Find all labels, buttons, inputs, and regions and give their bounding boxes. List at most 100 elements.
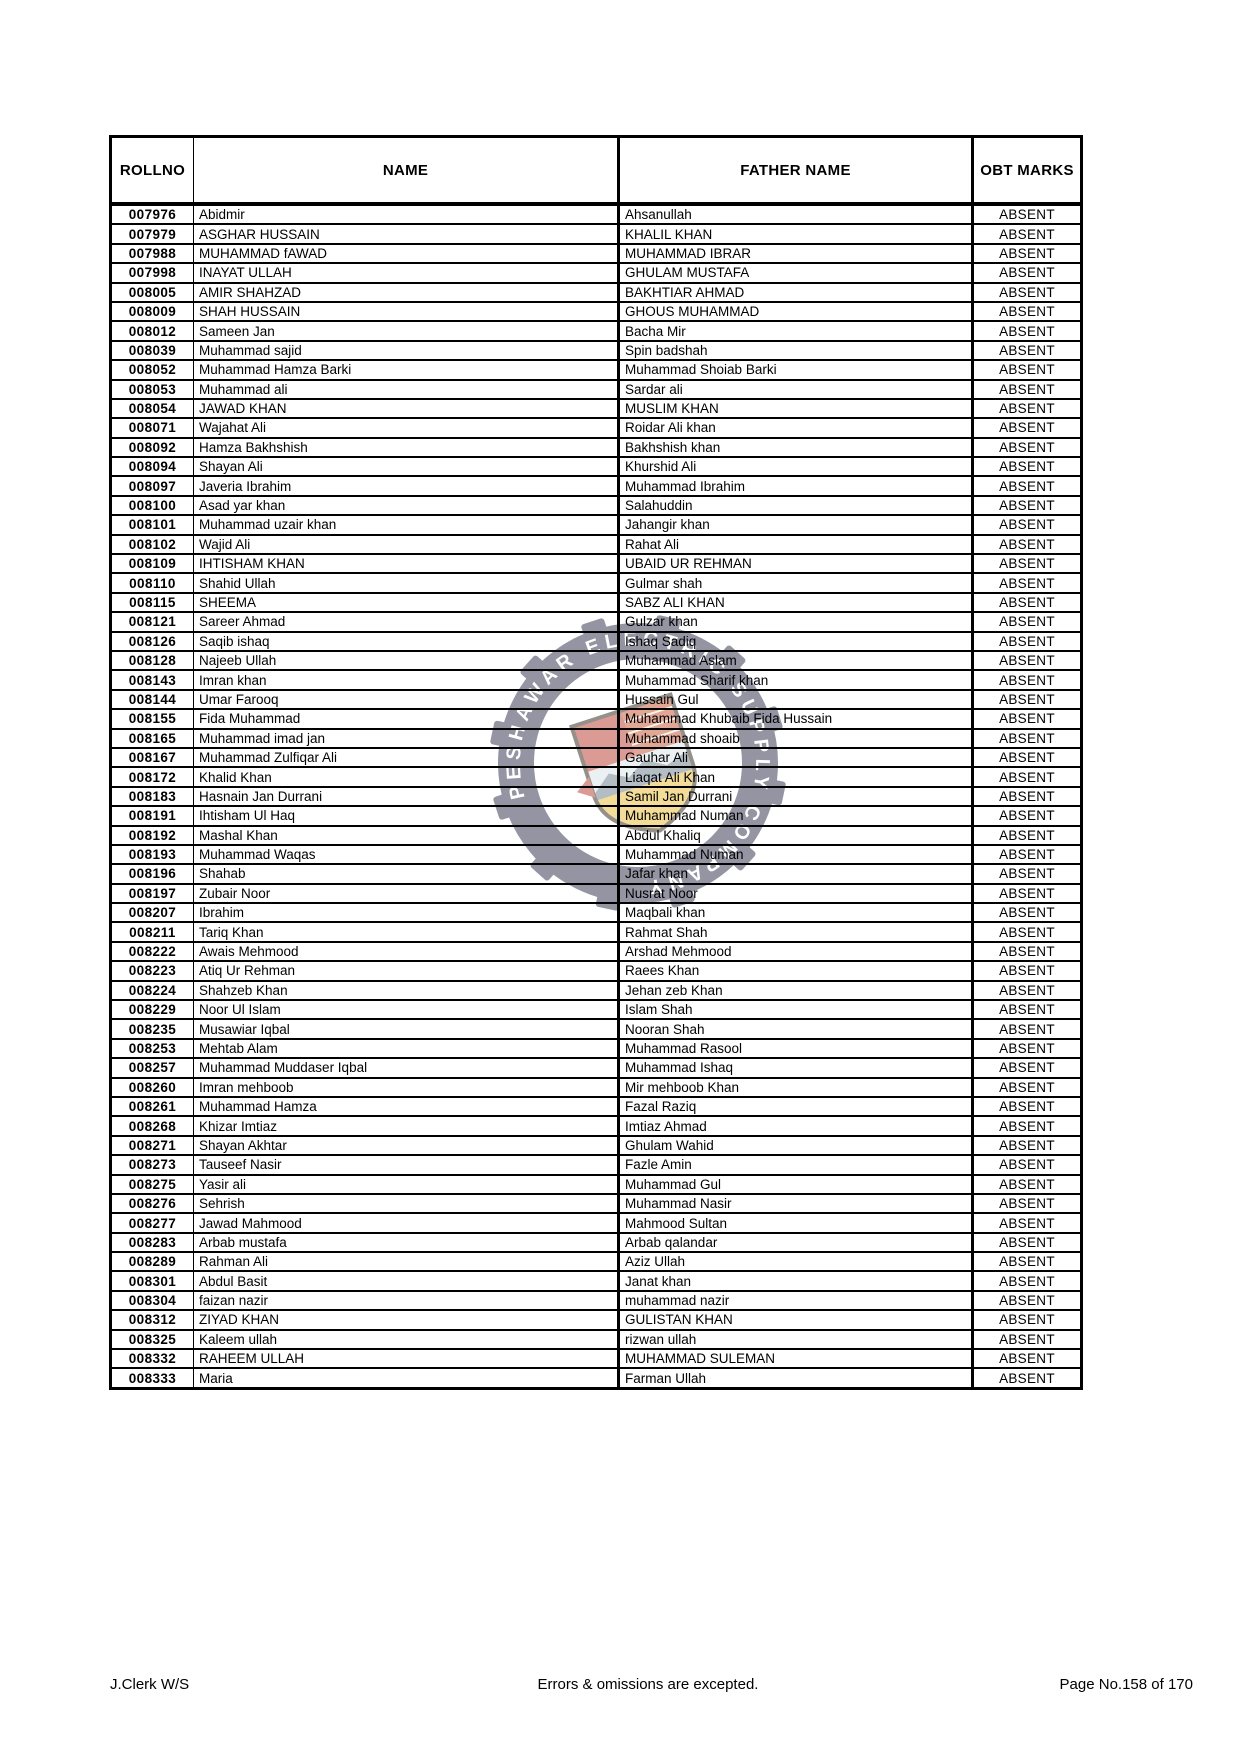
marks-cell: ABSENT <box>971 1212 1082 1233</box>
table-row: 008222 Awais Mehmood Arshad Mehmood ABSENT <box>110 940 1082 962</box>
table-row: 008167 Muhammad Zulfiqar Ali Gauhar Ali ABS… <box>110 746 1082 768</box>
name-cell: MUHAMMAD fAWAD <box>193 242 619 264</box>
rollno-cell: 008039 <box>110 339 194 361</box>
marks-cell: ABSENT <box>971 359 1082 380</box>
father-name-cell: MUHAMMAD SULEMAN <box>617 1348 973 1369</box>
rollno-cell: 008126 <box>110 630 194 651</box>
father-name-cell: Janat khan <box>617 1270 973 1291</box>
table-row: 008268 Khizar Imtiaz Imtiaz Ahmad ABSENT <box>110 1115 1082 1136</box>
name-cell: Mehtab Alam <box>193 1037 619 1059</box>
table-row: 008224 Shahzeb Khan Jehan zeb Khan ABSENT <box>110 979 1082 1001</box>
rollno-cell: 008100 <box>110 494 194 516</box>
footer-page-number: Page No.158 of 170 <box>1059 1676 1193 1693</box>
name-cell: SHAH HUSSAIN <box>193 300 619 322</box>
marks-cell: ABSENT <box>971 863 1082 884</box>
rollno-cell: 008211 <box>110 921 194 942</box>
rollno-cell: 008052 <box>110 359 194 380</box>
marks-cell: ABSENT <box>971 1057 1082 1078</box>
father-name-cell: KHALIL KHAN <box>617 223 973 244</box>
father-name-cell: Arbab qalandar <box>617 1231 973 1253</box>
table-row: 008101 Muhammad uzair khan Jahangir khan AB… <box>110 514 1082 535</box>
father-name-cell: Abdul Khaliq <box>617 824 973 845</box>
father-name-cell: Liaqat Ali Khan <box>617 766 973 787</box>
rollno-cell: 008223 <box>110 960 194 981</box>
rollno-cell: 008128 <box>110 649 194 671</box>
table-row: 008253 Mehtab Alam Muhammad Rasool ABSENT <box>110 1037 1082 1059</box>
name-cell: Shahab <box>193 863 619 884</box>
results-table: ROLLNO NAME FATHER NAME OBT MARKS 007976… <box>109 135 1083 1390</box>
marks-cell: ABSENT <box>971 262 1082 283</box>
rollno-cell: 008271 <box>110 1134 194 1156</box>
name-cell: Imran mehboob <box>193 1076 619 1097</box>
father-name-cell: Maqbali khan <box>617 902 973 923</box>
name-cell: faizan nazir <box>193 1289 619 1311</box>
table-row: 008039 Muhammad sajid Spin badshah ABSENT <box>110 339 1082 361</box>
father-name-cell: MUHAMMAD IBRAR <box>617 242 973 264</box>
table-row: 008144 Umar Farooq Hussain Gul ABSENT <box>110 688 1082 710</box>
father-name-cell: Muhammad Numan <box>617 843 973 865</box>
father-name-cell: Nooran Shah <box>617 1018 973 1039</box>
rollno-cell: 008192 <box>110 824 194 845</box>
table-row: 008143 Imran khan Muhammad Sharif khan ABSE… <box>110 669 1082 690</box>
rollno-cell: 008332 <box>110 1348 194 1369</box>
marks-cell: ABSENT <box>971 1289 1082 1311</box>
father-name-cell: Sardar ali <box>617 378 973 399</box>
marks-cell: ABSENT <box>971 475 1082 496</box>
table-row: 008260 Imran mehboob Mir mehboob Khan ABSEN… <box>110 1076 1082 1097</box>
rollno-cell: 008009 <box>110 300 194 322</box>
marks-cell: ABSENT <box>971 339 1082 361</box>
name-cell: Imran khan <box>193 669 619 690</box>
footer-clerk-label: J.Clerk W/S <box>110 1676 190 1693</box>
marks-cell: ABSENT <box>971 902 1082 923</box>
name-cell: Muhammad Muddaser Iqbal <box>193 1057 619 1078</box>
name-cell: Sameen Jan <box>193 320 619 341</box>
father-name-cell: Fazal Raziq <box>617 1095 973 1117</box>
table-row: 008115 SHEEMA SABZ ALI KHAN ABSENT <box>110 591 1082 613</box>
table-row: 008183 Hasnain Jan Durrani Samil Jan Durra… <box>110 785 1082 807</box>
rollno-cell: 008275 <box>110 1173 194 1194</box>
rollno-cell: 008094 <box>110 456 194 477</box>
table-row: 008009 SHAH HUSSAIN GHOUS MUHAMMAD ABSENT <box>110 300 1082 322</box>
rollno-cell: 008143 <box>110 669 194 690</box>
father-name-cell: Salahuddin <box>617 494 973 516</box>
col-header-obt-marks: OBT MARKS <box>971 136 1082 206</box>
table-row: 008071 Wajahat Ali Roidar Ali khan ABSENT <box>110 417 1082 438</box>
father-name-cell: Mir mehboob Khan <box>617 1076 973 1097</box>
rollno-cell: 008071 <box>110 417 194 438</box>
name-cell: Sareer Ahmad <box>193 611 619 632</box>
rollno-cell: 008102 <box>110 533 194 555</box>
father-name-cell: Muhammad Sharif khan <box>617 669 973 690</box>
rollno-cell: 008196 <box>110 863 194 884</box>
results-table-body: 007976 Abidmir Ahsanullah ABSENT 007979 ASGHA… <box>110 202 1082 1389</box>
table-row: 008054 JAWAD KHAN MUSLIM KHAN ABSENT <box>110 397 1082 419</box>
table-row: 008110 Shahid Ullah Gulmar shah ABSENT <box>110 572 1082 593</box>
marks-cell: ABSENT <box>971 572 1082 593</box>
name-cell: Arbab mustafa <box>193 1231 619 1253</box>
table-row: 008273 Tauseef Nasir Fazle Amin ABSENT <box>110 1154 1082 1175</box>
table-row: 008128 Najeeb Ullah Muhammad Aslam ABSENT <box>110 649 1082 671</box>
rollno-cell: 008268 <box>110 1115 194 1136</box>
name-cell: Mashal Khan <box>193 824 619 845</box>
page-footer: J.Clerk W/S Errors & omissions are excep… <box>0 1676 1240 1698</box>
table-row: 008005 AMIR SHAHZAD BAKHTIAR AHMAD ABSENT <box>110 281 1082 302</box>
marks-cell: ABSENT <box>971 1192 1082 1214</box>
table-row: 008275 Yasir ali Muhammad Gul ABSENT <box>110 1173 1082 1194</box>
table-row: 008053 Muhammad ali Sardar ali ABSENT <box>110 378 1082 399</box>
table-row: 008304 faizan nazir muhammad nazir ABSENT <box>110 1289 1082 1311</box>
father-name-cell: Ahsanullah <box>617 202 973 225</box>
table-row: 008257 Muhammad Muddaser Iqbal Muhammad Is… <box>110 1057 1082 1078</box>
name-cell: Umar Farooq <box>193 688 619 710</box>
rollno-cell: 007988 <box>110 242 194 264</box>
marks-cell: ABSENT <box>971 378 1082 399</box>
father-name-cell: Roidar Ali khan <box>617 417 973 438</box>
name-cell: IHTISHAM KHAN <box>193 553 619 574</box>
marks-cell: ABSENT <box>971 727 1082 748</box>
rollno-cell: 008110 <box>110 572 194 593</box>
father-name-cell: UBAID UR REHMAN <box>617 553 973 574</box>
rollno-cell: 008312 <box>110 1309 194 1330</box>
father-name-cell: Jahangir khan <box>617 514 973 535</box>
table-row: 008100 Asad yar khan Salahuddin ABSENT <box>110 494 1082 516</box>
table-row: 008312 ZIYAD KHAN GULISTAN KHAN ABSENT <box>110 1309 1082 1330</box>
table-row: 008102 Wajid Ali Rahat Ali ABSENT <box>110 533 1082 555</box>
rollno-cell: 008229 <box>110 998 194 1020</box>
